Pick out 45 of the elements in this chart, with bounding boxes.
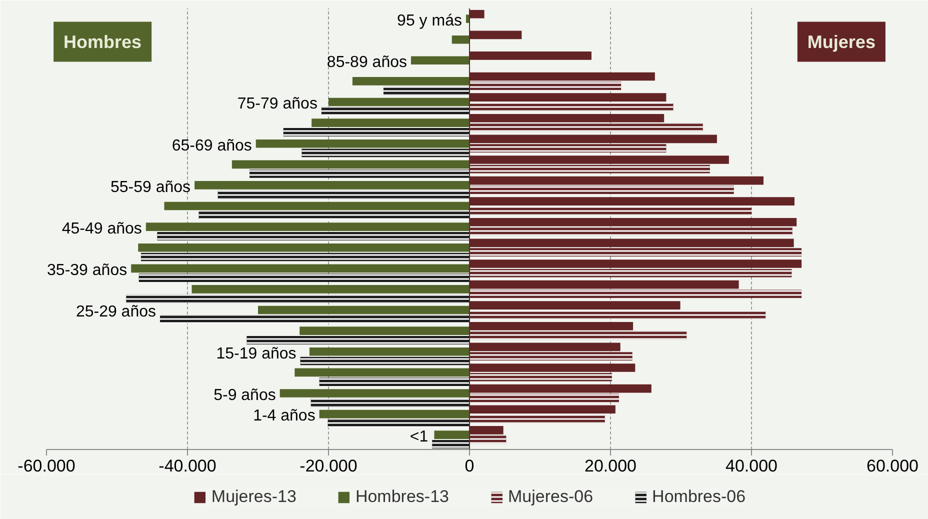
y-tick-label: 45-49 años xyxy=(62,220,142,238)
legend-label: Hombres-06 xyxy=(652,486,746,506)
bar xyxy=(280,389,470,398)
bar xyxy=(434,430,470,439)
y-tick-label: 35-39 años xyxy=(47,262,128,280)
bar xyxy=(352,77,470,86)
bar xyxy=(232,160,470,169)
y-tick-label: 95 y más xyxy=(397,12,462,30)
x-tick-label: -60.000 xyxy=(18,456,76,476)
bar xyxy=(328,98,470,106)
y-tick-label: 5-9 años xyxy=(214,386,276,404)
y-tick-label: 55-59 años xyxy=(110,178,191,196)
x-tick-label: 0 xyxy=(464,456,474,476)
bar xyxy=(410,56,470,65)
annotation: Mujeres xyxy=(807,32,876,52)
y-tick-label: 75-79 años xyxy=(237,96,318,113)
bar xyxy=(300,326,470,335)
y-tick-label: 85-89 años xyxy=(326,54,407,72)
x-tick-label: -40.000 xyxy=(158,456,216,476)
x-tick-label: -20.000 xyxy=(300,456,358,476)
x-tick-label: 60.000 xyxy=(866,456,918,476)
bar xyxy=(131,264,470,273)
legend-label: Mujeres-13 xyxy=(211,486,296,506)
annotation: Hombres xyxy=(64,32,142,52)
y-tick-label: 15-19 años xyxy=(216,345,296,362)
y-tick-label: 25-29 años xyxy=(76,304,156,321)
bar xyxy=(164,202,470,210)
bar xyxy=(258,306,470,314)
y-tick-label: 65-69 años xyxy=(172,137,252,154)
bar xyxy=(146,222,470,231)
bar xyxy=(452,35,470,44)
y-tick-label: <1 xyxy=(410,428,428,446)
bar xyxy=(192,285,470,294)
legend-label: Mujeres-06 xyxy=(508,486,594,506)
bar xyxy=(312,118,470,127)
bar xyxy=(319,410,470,418)
bar xyxy=(256,139,470,148)
x-tick-label: 40.000 xyxy=(726,456,778,476)
bar xyxy=(294,368,470,377)
bar xyxy=(194,181,470,190)
bar xyxy=(309,347,470,356)
x-tick-label: 20.000 xyxy=(584,456,636,476)
y-tick-label: 1-4 años xyxy=(253,408,316,425)
legend-label: Hombres-13 xyxy=(355,486,449,506)
bar xyxy=(138,243,470,252)
